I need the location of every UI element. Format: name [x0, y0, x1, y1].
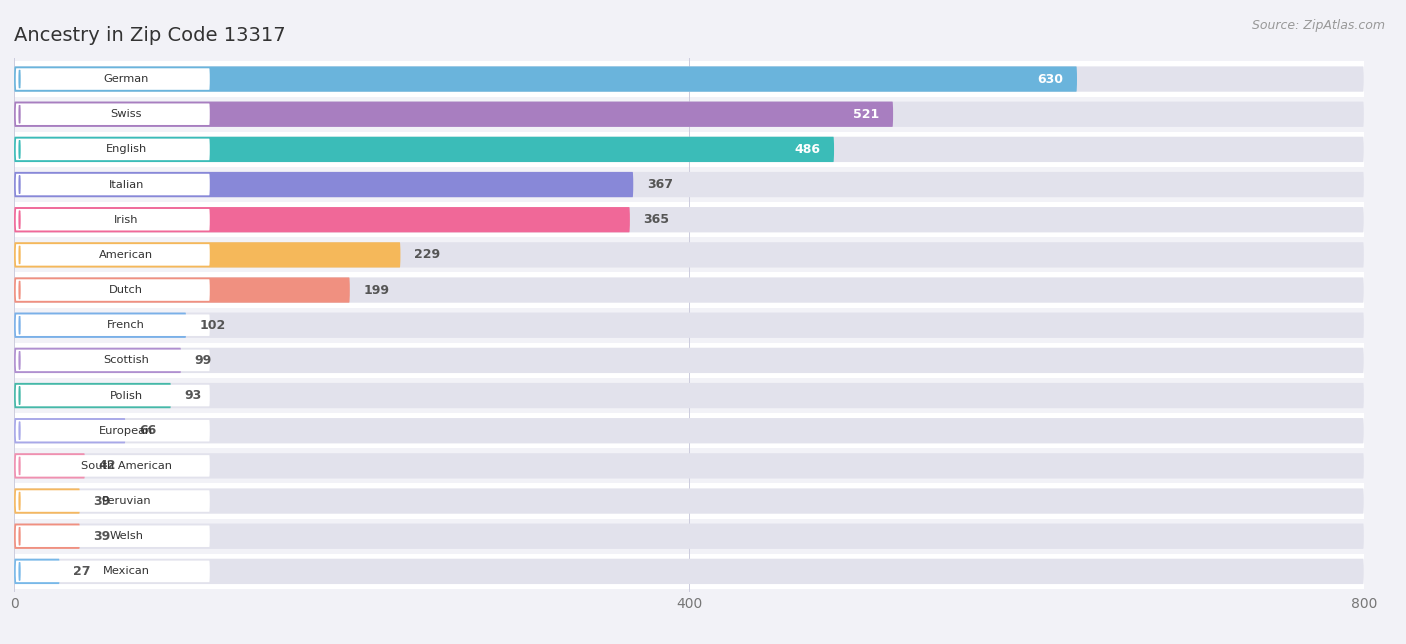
FancyBboxPatch shape: [15, 455, 209, 477]
Text: 365: 365: [644, 213, 669, 226]
FancyBboxPatch shape: [15, 209, 209, 231]
FancyBboxPatch shape: [15, 526, 209, 547]
Bar: [14, 343, 1364, 378]
FancyBboxPatch shape: [14, 488, 80, 514]
FancyBboxPatch shape: [14, 137, 834, 162]
FancyBboxPatch shape: [14, 278, 1364, 303]
FancyBboxPatch shape: [14, 453, 1364, 478]
FancyBboxPatch shape: [14, 559, 59, 584]
Bar: [14, 167, 1364, 202]
FancyBboxPatch shape: [15, 104, 209, 125]
FancyBboxPatch shape: [14, 278, 350, 303]
FancyBboxPatch shape: [14, 453, 84, 478]
FancyBboxPatch shape: [15, 314, 209, 336]
Bar: [14, 518, 1364, 554]
FancyBboxPatch shape: [14, 383, 172, 408]
FancyBboxPatch shape: [14, 488, 1364, 514]
Text: Mexican: Mexican: [103, 566, 150, 576]
Text: American: American: [100, 250, 153, 260]
Bar: [14, 413, 1364, 448]
Bar: [14, 554, 1364, 589]
Text: Source: ZipAtlas.com: Source: ZipAtlas.com: [1251, 19, 1385, 32]
FancyBboxPatch shape: [14, 312, 186, 338]
Bar: [14, 378, 1364, 413]
FancyBboxPatch shape: [15, 350, 209, 371]
Bar: [14, 61, 1364, 97]
Text: 99: 99: [194, 354, 212, 367]
Text: 39: 39: [93, 530, 111, 543]
Text: 229: 229: [413, 249, 440, 261]
Text: Welsh: Welsh: [110, 531, 143, 541]
Text: 486: 486: [794, 143, 821, 156]
FancyBboxPatch shape: [14, 242, 401, 267]
Text: 93: 93: [184, 389, 201, 402]
Text: Scottish: Scottish: [103, 355, 149, 365]
Text: 66: 66: [139, 424, 156, 437]
Bar: [14, 448, 1364, 484]
FancyBboxPatch shape: [14, 418, 1364, 443]
FancyBboxPatch shape: [14, 66, 1364, 91]
FancyBboxPatch shape: [14, 172, 1364, 197]
FancyBboxPatch shape: [14, 418, 125, 443]
Text: 199: 199: [363, 283, 389, 296]
Bar: [14, 484, 1364, 518]
Text: English: English: [105, 144, 146, 155]
FancyBboxPatch shape: [15, 174, 209, 195]
FancyBboxPatch shape: [14, 524, 1364, 549]
FancyBboxPatch shape: [14, 383, 1364, 408]
FancyBboxPatch shape: [14, 207, 630, 232]
FancyBboxPatch shape: [15, 490, 209, 512]
FancyBboxPatch shape: [14, 312, 1364, 338]
FancyBboxPatch shape: [14, 207, 1364, 232]
Bar: [14, 202, 1364, 237]
Text: 630: 630: [1038, 73, 1063, 86]
Text: Italian: Italian: [108, 180, 143, 189]
FancyBboxPatch shape: [14, 102, 1364, 127]
FancyBboxPatch shape: [15, 420, 209, 442]
FancyBboxPatch shape: [14, 348, 181, 373]
Text: 102: 102: [200, 319, 226, 332]
FancyBboxPatch shape: [14, 524, 80, 549]
Bar: [14, 97, 1364, 132]
Bar: [14, 272, 1364, 308]
Text: 367: 367: [647, 178, 672, 191]
Text: French: French: [107, 320, 145, 330]
Text: German: German: [104, 74, 149, 84]
Text: Dutch: Dutch: [110, 285, 143, 295]
FancyBboxPatch shape: [15, 68, 209, 90]
Text: Peruvian: Peruvian: [101, 496, 150, 506]
Text: Ancestry in Zip Code 13317: Ancestry in Zip Code 13317: [14, 26, 285, 45]
Text: 39: 39: [93, 495, 111, 507]
FancyBboxPatch shape: [15, 561, 209, 582]
FancyBboxPatch shape: [14, 348, 1364, 373]
Text: European: European: [100, 426, 153, 436]
Text: 42: 42: [98, 459, 115, 473]
FancyBboxPatch shape: [15, 138, 209, 160]
Bar: [14, 132, 1364, 167]
Text: South American: South American: [80, 461, 172, 471]
Text: Swiss: Swiss: [111, 109, 142, 119]
FancyBboxPatch shape: [14, 137, 1364, 162]
Bar: [14, 237, 1364, 272]
FancyBboxPatch shape: [14, 559, 1364, 584]
FancyBboxPatch shape: [15, 279, 209, 301]
FancyBboxPatch shape: [14, 66, 1077, 91]
Text: 27: 27: [73, 565, 90, 578]
FancyBboxPatch shape: [14, 242, 1364, 267]
FancyBboxPatch shape: [14, 102, 893, 127]
Text: Polish: Polish: [110, 390, 143, 401]
FancyBboxPatch shape: [15, 385, 209, 406]
FancyBboxPatch shape: [14, 172, 633, 197]
Text: Irish: Irish: [114, 214, 139, 225]
Bar: [14, 308, 1364, 343]
FancyBboxPatch shape: [15, 244, 209, 265]
Text: 521: 521: [853, 108, 880, 120]
